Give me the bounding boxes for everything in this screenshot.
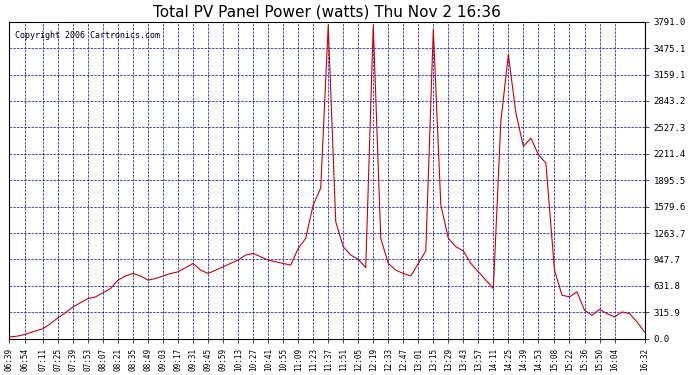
Title: Total PV Panel Power (watts) Thu Nov 2 16:36: Total PV Panel Power (watts) Thu Nov 2 1… [152,4,500,19]
Text: Copyright 2006 Cartronics.com: Copyright 2006 Cartronics.com [15,31,160,40]
